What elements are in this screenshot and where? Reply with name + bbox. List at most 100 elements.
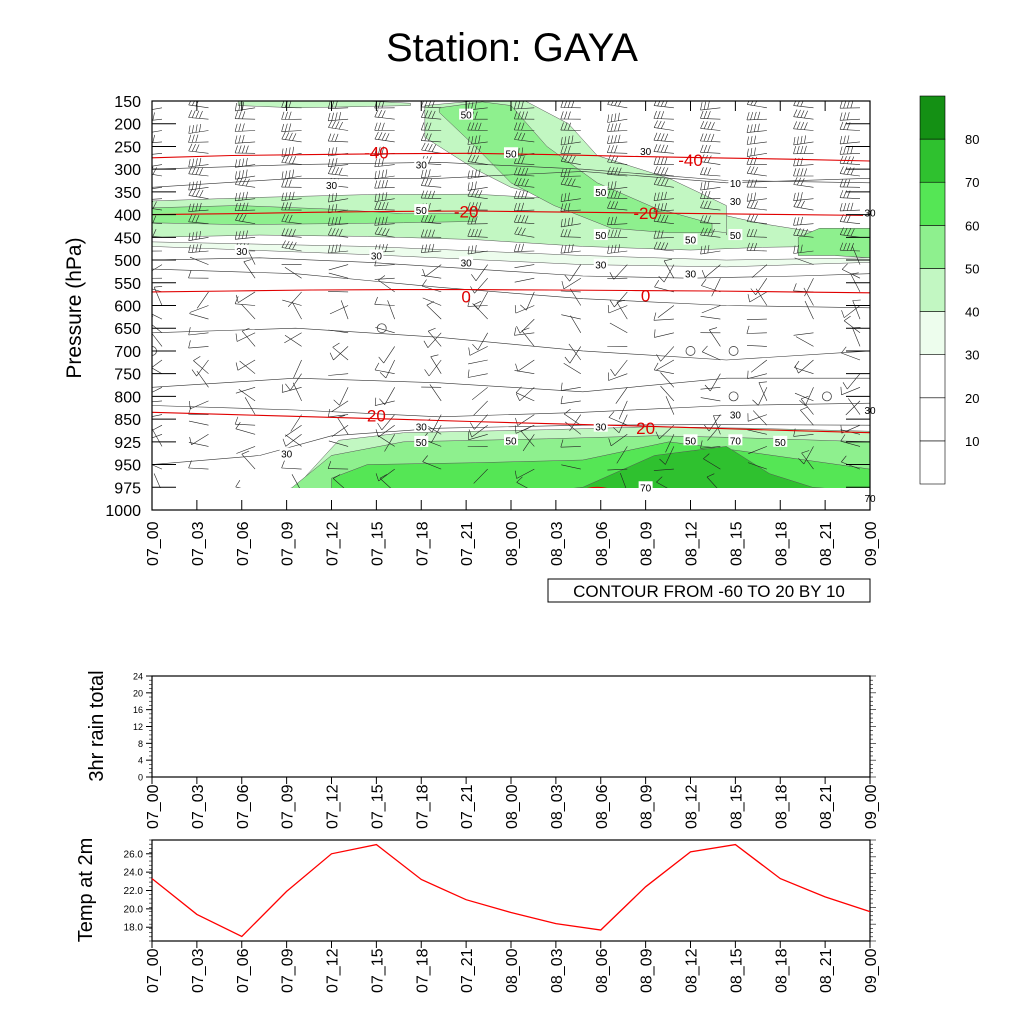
barb-feather [656, 354, 661, 362]
barb-feather [474, 155, 479, 163]
barb-staff [519, 318, 535, 334]
barb-feather [428, 110, 432, 119]
barb-feather [796, 217, 800, 226]
barb-feather [142, 148, 144, 156]
barb-staff [747, 141, 767, 145]
temp-series-line [151, 843, 871, 938]
barb-staff [561, 387, 581, 391]
barb-staff [848, 398, 861, 415]
barb-staff [428, 359, 442, 377]
barb-feather [285, 228, 289, 237]
barb-feather [381, 101, 385, 109]
barb-feather [146, 103, 147, 111]
x-tick-label: 07_00 [145, 521, 162, 566]
barb-feather [560, 122, 564, 131]
fill-contour-label: 70 [728, 434, 743, 447]
barb-feather [614, 155, 619, 164]
barb-feather [327, 460, 332, 469]
barb-feather [474, 189, 479, 198]
barb-feather [188, 232, 191, 241]
barb-feather [607, 200, 611, 209]
barb-feather [846, 101, 850, 109]
wind-barb [374, 226, 395, 238]
barb-staff [328, 140, 349, 143]
wind-barb [752, 387, 768, 406]
fill-contour-label: 50 [504, 434, 518, 447]
barb-feather [561, 281, 565, 289]
barb-feather [478, 229, 482, 238]
barb-staff [191, 434, 209, 446]
barb-staff [430, 356, 442, 374]
barb-feather [428, 133, 432, 142]
barb-feather [521, 132, 526, 141]
barb-staff [235, 141, 256, 144]
barb-staff [852, 246, 861, 265]
fill-contour-label-bg [773, 435, 788, 447]
barb-feather [614, 216, 617, 225]
barb-staff [660, 346, 675, 362]
wind-barb [328, 440, 349, 447]
wind-barb [239, 360, 256, 374]
barb-staff [514, 209, 535, 212]
wind-barb [843, 315, 861, 334]
barb-feather [707, 191, 711, 199]
barb-staff [607, 187, 628, 191]
barb-feather [653, 177, 658, 185]
wind-barb [794, 392, 814, 402]
barb-staff [654, 127, 674, 131]
wind-barb [665, 434, 675, 453]
barb-feather [850, 228, 855, 237]
wind-barb [328, 227, 349, 238]
barb-feather [424, 229, 428, 238]
x-tick-label: 08_15 [728, 784, 745, 829]
wind-barb [658, 264, 675, 283]
barb-feather [331, 133, 335, 142]
wind-barb [750, 359, 768, 373]
barb-staff [608, 305, 628, 314]
barb-feather [564, 408, 571, 415]
wind-barb [514, 264, 535, 268]
fill-contour-label-bg [728, 408, 743, 420]
barb-feather [193, 356, 201, 361]
barb-staff [746, 236, 767, 238]
barb-staff [793, 234, 814, 238]
barb-feather [288, 170, 291, 179]
barb-staff [793, 164, 814, 167]
fill-contour-label: 10 [728, 176, 743, 190]
barb-staff [374, 369, 395, 374]
barb-staff [793, 250, 814, 254]
barb-staff [517, 414, 535, 426]
wind-barb [188, 340, 209, 349]
wind-barb [152, 387, 163, 393]
barb-feather [841, 263, 848, 270]
barb-feather [331, 228, 336, 236]
barb-feather [793, 217, 796, 226]
x-tick-label: 08_03 [549, 784, 566, 829]
x-tick-label: 09_00 [863, 521, 880, 566]
barb-feather [374, 109, 379, 118]
barb-feather [281, 228, 285, 236]
barb-staff [704, 264, 721, 278]
fill-contour-label: 50 [414, 204, 429, 217]
barb-staff [665, 446, 675, 465]
barb-feather [378, 109, 382, 118]
wind-barb [475, 492, 488, 507]
barb-staff [282, 299, 302, 306]
barb-feather [700, 440, 703, 449]
fill-contour-label: 30 [279, 447, 294, 461]
wind-barb [610, 359, 628, 376]
barb-feather [281, 192, 284, 201]
barb-staff [374, 264, 395, 267]
barb-staff [839, 163, 861, 165]
barb-feather [474, 169, 477, 178]
barb-feather [284, 123, 288, 132]
barb-feather [521, 156, 525, 165]
barb-feather [281, 111, 285, 120]
barb-feather [142, 114, 144, 122]
barb-feather [285, 170, 287, 179]
barb-feather [143, 364, 146, 372]
wind-barb [514, 190, 535, 199]
barb-feather [327, 133, 332, 142]
fill-contour-label-text: 50 [730, 231, 742, 242]
barb-feather [195, 203, 198, 212]
